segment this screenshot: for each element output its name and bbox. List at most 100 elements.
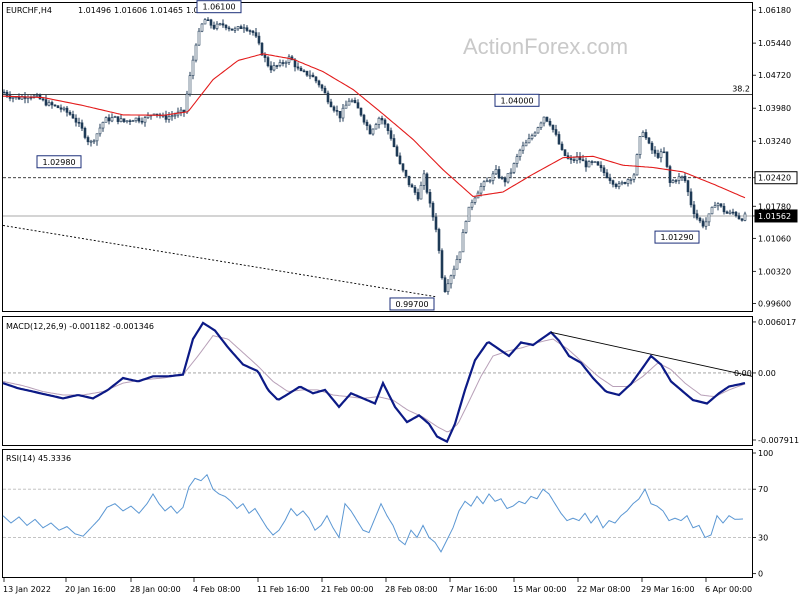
candle-body [434, 216, 438, 230]
candle-body [8, 95, 12, 99]
candle-body [167, 116, 171, 120]
candle-body [62, 107, 66, 110]
candle [62, 106, 66, 112]
candle-body [200, 23, 204, 32]
candle-body [470, 202, 474, 208]
candle [65, 105, 69, 117]
candle-body [395, 146, 399, 157]
candle-body [41, 98, 45, 101]
candle-body [713, 205, 717, 208]
candle-body [362, 114, 366, 123]
rsi-axis: 100 70 30 0 [752, 449, 773, 579]
candle [686, 179, 690, 196]
candle-body [506, 173, 510, 183]
candle-body [530, 135, 534, 139]
candle [320, 83, 324, 92]
candle [617, 181, 621, 190]
candle-body [80, 122, 84, 129]
candle [119, 114, 123, 123]
candle [743, 211, 747, 222]
candle-body [719, 203, 723, 207]
candle [734, 210, 738, 218]
price-annotation: 0.99700 [389, 297, 435, 311]
candle [518, 148, 522, 161]
candle [50, 100, 54, 109]
candle-body [731, 211, 735, 214]
candle-body [65, 107, 69, 113]
macd-panel [2, 316, 753, 446]
candle-body [587, 161, 591, 168]
candle-body [527, 138, 531, 144]
candle [404, 169, 408, 179]
time-tick-label: 4 Feb 08:00 [193, 585, 240, 594]
candle [206, 17, 210, 22]
candle-body [569, 158, 573, 160]
candle-body [497, 169, 501, 178]
candle [221, 19, 225, 28]
candle [530, 133, 534, 141]
candle-body [260, 42, 264, 56]
candle-body [11, 97, 15, 99]
time-tick-label: 28 Feb 08:00 [385, 585, 437, 594]
candle [326, 90, 330, 105]
candle [245, 25, 249, 32]
candle-body [515, 156, 519, 164]
candle-body [455, 259, 459, 270]
candle-body [140, 120, 144, 123]
candle [389, 127, 393, 141]
candle [485, 177, 489, 183]
candle [629, 178, 633, 185]
candle-body [206, 19, 210, 22]
candle-body [683, 175, 687, 181]
candle [188, 71, 192, 97]
candle-body [458, 251, 462, 260]
candle [491, 171, 495, 185]
candle-body [584, 160, 588, 168]
candle [653, 146, 657, 157]
candle-body [638, 136, 642, 155]
candle [425, 172, 429, 195]
candle-body [482, 181, 486, 187]
candle-body [170, 115, 174, 118]
candle-body [77, 121, 81, 124]
candle [647, 137, 651, 145]
candle [500, 175, 504, 180]
candle-body [320, 84, 324, 89]
candle [497, 166, 501, 179]
macd-tick-label: 0.006017 [758, 318, 796, 327]
candle-body [722, 205, 726, 213]
time-tick-label: 11 Feb 16:00 [257, 585, 309, 594]
macd-axis: 0.006017 0.00 -0.007911 0.00 [734, 318, 799, 445]
candle-body [230, 28, 234, 31]
candle-body [668, 166, 672, 183]
candle [635, 153, 639, 176]
price-annotation: 1.01290 [654, 230, 700, 244]
candle-body [299, 67, 303, 72]
time-tick-label: 6 Apr 00:00 [705, 585, 752, 594]
candle-body [623, 182, 627, 184]
candle [89, 139, 93, 147]
price-tick-label: 1.01060 [758, 234, 791, 243]
candle [536, 126, 540, 134]
candle [305, 70, 309, 77]
candle-body [107, 117, 111, 122]
price-annotation: 1.02980 [36, 155, 82, 169]
candle-body [131, 120, 135, 122]
candle [575, 151, 579, 164]
candle-body [224, 24, 228, 29]
candle [248, 29, 252, 35]
candle-body [275, 65, 279, 67]
candle-body [68, 112, 72, 115]
candle [449, 274, 453, 289]
macd-signal-line [2, 335, 746, 433]
rsi-panel [2, 449, 753, 578]
candle [698, 216, 702, 224]
candle [170, 110, 174, 121]
candle-body [674, 180, 678, 182]
candle-body [347, 100, 351, 106]
candle-body [302, 70, 306, 73]
candle [665, 151, 669, 169]
candle [557, 131, 561, 145]
candle-body [380, 117, 384, 121]
